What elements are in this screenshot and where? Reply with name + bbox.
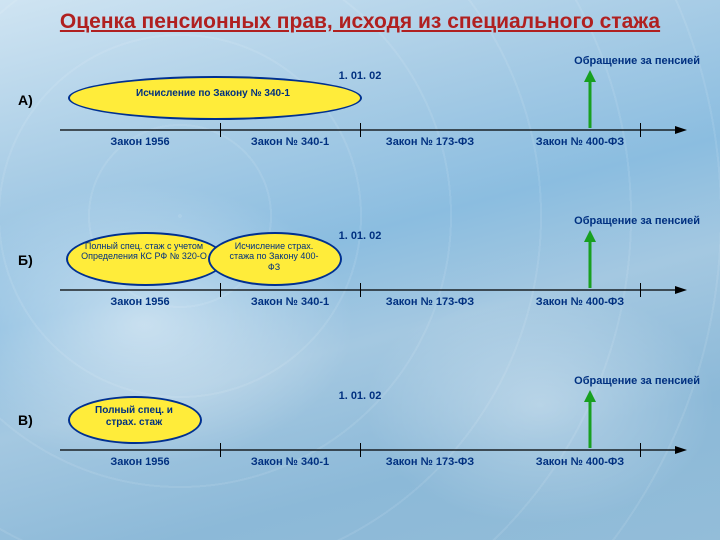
ellipse-b-left-text: Полный спец. стаж с учетом Определения К… bbox=[78, 241, 210, 262]
appeal-label-b: Обращение за пенсией bbox=[574, 215, 700, 227]
ellipse-b-right-text: Исчисление страх. стажа по Закону 400-ФЗ bbox=[224, 241, 324, 272]
tick bbox=[220, 443, 221, 457]
seg-law-340-b: Закон № 340-1 bbox=[251, 296, 329, 308]
seg-law-340-a: Закон № 340-1 bbox=[251, 136, 329, 148]
row-label-a: А) bbox=[18, 92, 33, 108]
timeline-b: Закон 1956 Закон № 340-1 Закон № 173-ФЗ … bbox=[60, 290, 680, 291]
timeline-a: Закон 1956 Закон № 340-1 Закон № 173-ФЗ … bbox=[60, 130, 680, 131]
seg-law-400-c: Закон № 400-ФЗ bbox=[536, 456, 624, 468]
tick bbox=[640, 443, 641, 457]
page-title: Оценка пенсионных прав, исходя из специа… bbox=[0, 10, 720, 34]
tick bbox=[360, 123, 361, 137]
row-label-c: В) bbox=[18, 412, 33, 428]
seg-law-173-a: Закон № 173-ФЗ bbox=[386, 136, 474, 148]
seg-law-340-c: Закон № 340-1 bbox=[251, 456, 329, 468]
seg-law-173-c: Закон № 173-ФЗ bbox=[386, 456, 474, 468]
axis-arrowhead bbox=[675, 126, 687, 134]
seg-law-400-a: Закон № 400-ФЗ bbox=[536, 136, 624, 148]
seg-law-400-b: Закон № 400-ФЗ bbox=[536, 296, 624, 308]
seg-law-1956-c: Закон 1956 bbox=[110, 456, 169, 468]
seg-law-173-b: Закон № 173-ФЗ bbox=[386, 296, 474, 308]
ellipse-c-text: Полный спец. и страх. стаж bbox=[80, 405, 188, 428]
tick bbox=[640, 283, 641, 297]
row-label-b: Б) bbox=[18, 252, 33, 268]
date-c: 1. 01. 02 bbox=[339, 390, 382, 402]
appeal-label-a: Обращение за пенсией bbox=[574, 55, 700, 67]
seg-law-1956-b: Закон 1956 bbox=[110, 296, 169, 308]
appeal-arrow-b bbox=[580, 230, 600, 290]
date-b: 1. 01. 02 bbox=[339, 230, 382, 242]
seg-law-1956-a: Закон 1956 bbox=[110, 136, 169, 148]
appeal-label-c: Обращение за пенсией bbox=[574, 375, 700, 387]
tick bbox=[640, 123, 641, 137]
tick bbox=[360, 283, 361, 297]
tick bbox=[220, 123, 221, 137]
ellipse-a-text: Исчисление по Закону № 340-1 bbox=[100, 88, 326, 100]
date-a: 1. 01. 02 bbox=[339, 70, 382, 82]
appeal-arrow-c bbox=[580, 390, 600, 450]
timeline-c: Закон 1956 Закон № 340-1 Закон № 173-ФЗ … bbox=[60, 450, 680, 451]
tick bbox=[220, 283, 221, 297]
appeal-arrow-a bbox=[580, 70, 600, 130]
tick bbox=[360, 443, 361, 457]
